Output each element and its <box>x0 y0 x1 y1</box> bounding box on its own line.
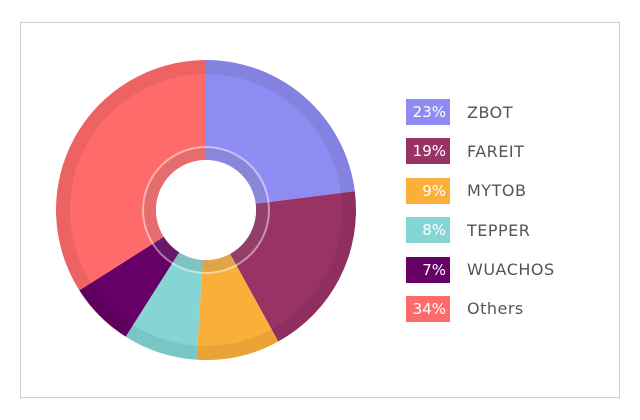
inner-shadow-band <box>144 148 268 272</box>
legend-swatch: 9% <box>406 177 450 204</box>
slice-wuachos <box>79 236 180 337</box>
legend-swatch: 7% <box>406 256 450 283</box>
legend-label: WUACHOS <box>467 260 555 280</box>
slice-zbot <box>206 60 355 204</box>
legend-label: FAREIT <box>467 141 525 161</box>
slice-rim-shade <box>125 324 198 360</box>
slice-rim-shade <box>271 191 356 342</box>
slice-rim-shade <box>196 329 279 360</box>
legend: 23% ZBOT 19% FAREIT 9% MYTOB 8% TEPPER 7… <box>406 99 606 335</box>
legend-item-wuachos: 7% WUACHOS <box>406 256 606 283</box>
slice-mytob <box>196 253 279 360</box>
slice-rim-shade <box>55 60 206 291</box>
legend-item-zbot: 23% ZBOT <box>406 99 606 125</box>
legend-swatch: 19% <box>406 138 450 165</box>
slice-rim-shade <box>79 282 134 337</box>
legend-label: ZBOT <box>467 102 514 122</box>
legend-label: TEPPER <box>467 220 531 240</box>
legend-item-others: 34% Others <box>406 295 606 322</box>
legend-item-mytob: 9% MYTOB <box>406 177 606 204</box>
legend-label: MYTOB <box>467 181 527 201</box>
chart-panel: 23% ZBOT 19% FAREIT 9% MYTOB 8% TEPPER 7… <box>20 22 620 398</box>
legend-swatch: 34% <box>406 295 450 322</box>
donut-hole <box>156 160 256 260</box>
slice-fareit <box>230 191 356 342</box>
legend-item-tepper: 8% TEPPER <box>406 217 606 244</box>
legend-swatch: 8% <box>406 217 450 244</box>
legend-label: Others <box>467 299 524 319</box>
legend-swatch: 23% <box>406 99 450 125</box>
slice-tepper <box>125 252 203 360</box>
slice-rim-shade <box>206 60 355 193</box>
donut-chart <box>55 60 356 360</box>
legend-item-fareit: 19% FAREIT <box>406 138 606 165</box>
slice-others <box>55 60 206 291</box>
